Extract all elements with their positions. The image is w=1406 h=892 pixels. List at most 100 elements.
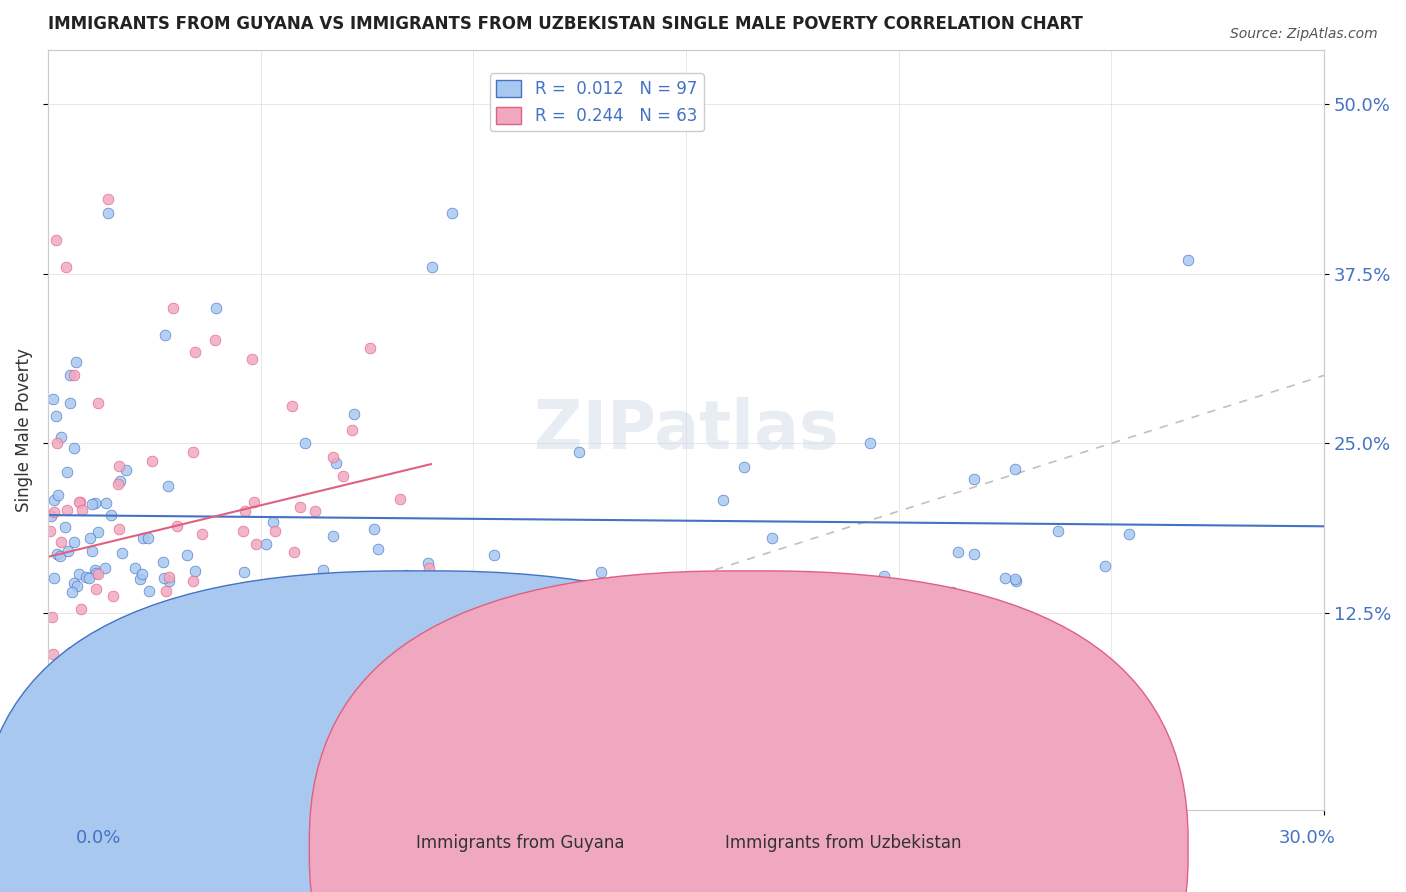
Point (56, 465, 79, 479)
Point (75, 681, 97, 696)
Point (63, 442, 86, 456)
Point (100, 508, 122, 522)
Point (183, 657, 205, 671)
Point (44, 684, 66, 698)
Text: Source: ZipAtlas.com: Source: ZipAtlas.com (1230, 27, 1378, 41)
Point (138, 583, 160, 598)
Point (339, 574, 361, 588)
Point (129, 572, 152, 586)
Point (67, 495, 90, 509)
Point (107, 477, 129, 491)
Point (153, 571, 176, 585)
Point (761, 531, 783, 545)
Point (294, 436, 316, 450)
Point (84, 566, 107, 581)
Point (108, 459, 131, 474)
Point (69, 495, 91, 509)
Point (87, 524, 110, 539)
Point (70, 502, 93, 516)
Point (63, 576, 86, 591)
Point (141, 454, 163, 468)
Point (51, 430, 73, 444)
Point (131, 567, 153, 582)
Point (441, 205, 464, 219)
Point (46, 488, 69, 502)
Point (568, 445, 591, 459)
Point (93, 560, 115, 574)
Point (254, 614, 277, 628)
Point (132, 531, 155, 545)
Point (184, 345, 207, 359)
Point (342, 423, 364, 437)
Point (591, 565, 613, 579)
Point (228, 582, 250, 597)
Point (574, 577, 596, 591)
Legend: R =  0.012   N = 97, R =  0.244   N = 63: R = 0.012 N = 97, R = 0.244 N = 63 (489, 73, 704, 131)
Point (484, 572, 506, 586)
Point (1005, 574, 1028, 589)
Point (97, 205, 120, 219)
Point (181, 445, 204, 459)
Text: IMMIGRANTS FROM GUYANA VS IMMIGRANTS FROM UZBEKISTAN SINGLE MALE POVERTY CORRELA: IMMIGRANTS FROM GUYANA VS IMMIGRANTS FRO… (48, 15, 1083, 33)
Point (49, 535, 72, 549)
Point (63, 534, 86, 549)
Point (83, 496, 105, 510)
Point (416, 556, 439, 570)
Point (873, 569, 896, 583)
Point (45, 547, 67, 561)
Point (155, 583, 177, 598)
Point (124, 561, 146, 575)
Point (963, 472, 986, 486)
Point (66, 579, 89, 593)
Point (418, 560, 440, 574)
Point (45, 233, 67, 247)
Point (1118, 527, 1140, 541)
Point (359, 341, 381, 355)
Point (204, 333, 226, 347)
Point (41, 610, 63, 624)
Point (60, 585, 83, 599)
Point (205, 301, 228, 315)
Point (76, 570, 98, 584)
Point (59, 368, 82, 383)
Point (45, 409, 67, 424)
Text: 30.0%: 30.0% (1279, 830, 1336, 847)
Point (1094, 559, 1116, 574)
Point (281, 400, 304, 414)
Point (70, 601, 93, 615)
Point (55, 260, 77, 274)
Point (799, 580, 821, 594)
Point (162, 301, 184, 315)
Point (46, 436, 69, 450)
Point (420, 260, 443, 274)
Point (264, 524, 287, 538)
Point (733, 460, 755, 475)
Point (56, 769, 79, 783)
Point (233, 565, 256, 579)
Point (363, 577, 385, 591)
Point (235, 504, 257, 518)
Point (232, 524, 254, 539)
Point (243, 581, 266, 595)
Point (254, 537, 277, 551)
Point (83, 563, 105, 577)
Text: Immigrants from Uzbekistan: Immigrants from Uzbekistan (725, 834, 962, 852)
Point (1177, 253, 1199, 268)
Point (67, 567, 90, 582)
Point (39, 524, 62, 538)
Point (322, 529, 344, 543)
Point (42, 647, 65, 661)
Point (110, 475, 132, 489)
Point (44, 493, 66, 508)
Point (363, 522, 385, 536)
Point (332, 469, 354, 483)
Point (84, 582, 107, 596)
Point (59, 644, 82, 658)
Point (49, 549, 72, 563)
Point (56, 502, 79, 516)
Point (157, 574, 180, 589)
Point (312, 563, 335, 577)
Point (38, 703, 60, 717)
Text: Immigrants from Guyana: Immigrants from Guyana (416, 834, 624, 852)
Point (264, 581, 287, 595)
